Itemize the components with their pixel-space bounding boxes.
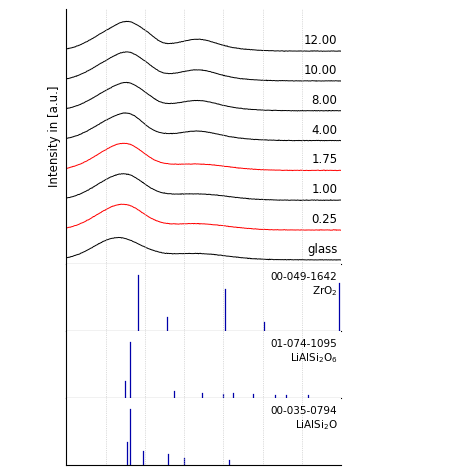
- Text: 0.25: 0.25: [311, 213, 337, 226]
- Text: glass: glass: [307, 243, 337, 256]
- Text: 12.00: 12.00: [304, 34, 337, 47]
- Text: 4.00: 4.00: [311, 124, 337, 137]
- Text: 1.00: 1.00: [311, 183, 337, 196]
- Text: 00-035-0794
LiAlSi$_2$O: 00-035-0794 LiAlSi$_2$O: [271, 406, 337, 432]
- Text: 00-049-1642
ZrO$_2$: 00-049-1642 ZrO$_2$: [271, 272, 337, 298]
- Text: 1.75: 1.75: [311, 154, 337, 166]
- Text: 10.00: 10.00: [304, 64, 337, 77]
- Text: 01-074-1095
LiAlSi$_2$O$_6$: 01-074-1095 LiAlSi$_2$O$_6$: [271, 339, 337, 365]
- Y-axis label: Intensity in [a.u.]: Intensity in [a.u.]: [48, 86, 61, 187]
- Text: 8.00: 8.00: [311, 94, 337, 107]
